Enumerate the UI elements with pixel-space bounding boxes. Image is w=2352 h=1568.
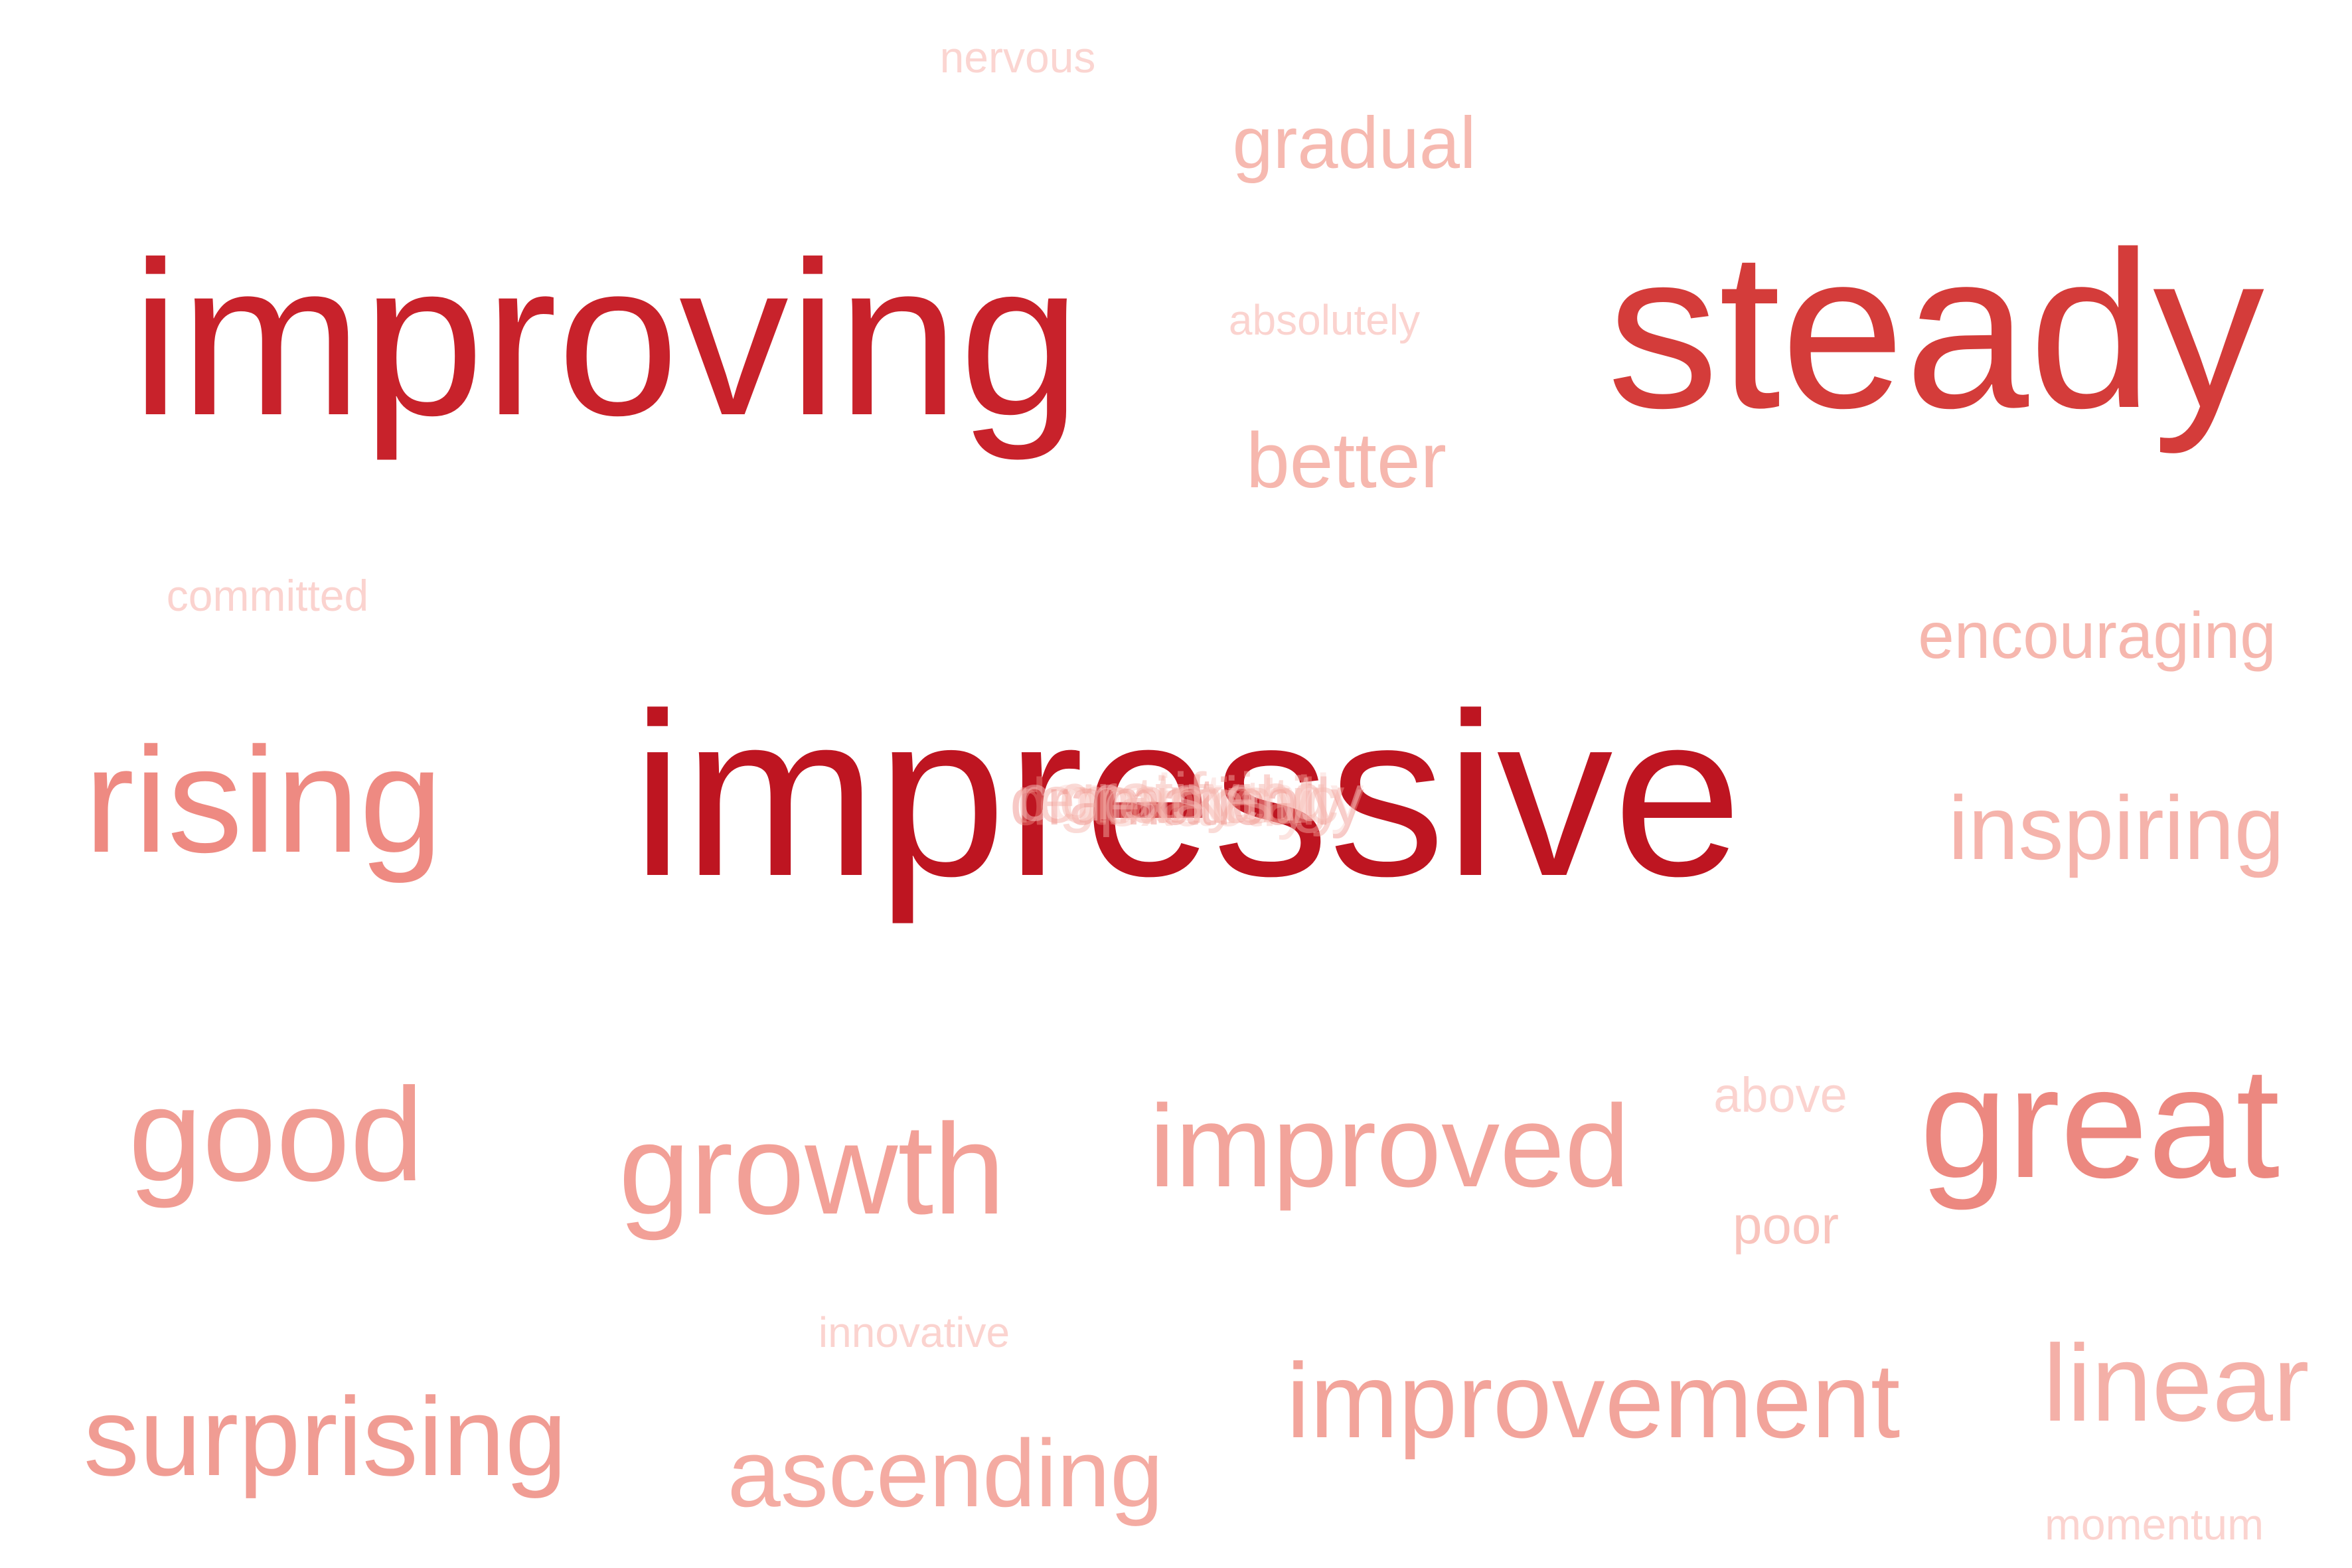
word-great: great (1919, 1035, 2280, 1211)
word-improving: improving (131, 216, 1081, 461)
word-nervous: nervous (939, 33, 1096, 82)
word-optimistic: optimistic (1061, 763, 1339, 838)
word-better: better (1246, 417, 1447, 505)
word-steady: steady (1607, 206, 2264, 455)
word-linear: linear (2043, 1322, 2310, 1444)
word-inspiring: inspiring (1948, 777, 2285, 878)
word-innovative: innovative (818, 1308, 1010, 1356)
word-improvement: improvement (1286, 1341, 1901, 1460)
word-consistently: consistently (1016, 761, 1364, 835)
word-growth: growth (618, 1097, 1006, 1241)
word-poor: poor (1732, 1196, 1840, 1255)
word-surprising: surprising (83, 1374, 568, 1499)
word-committed: committed (166, 571, 369, 620)
word-absolutely: absolutely (1228, 296, 1421, 344)
word-encouraging: encouraging (1918, 599, 2276, 672)
word-rising: rising (84, 716, 443, 884)
word-impressive: impressive (631, 665, 1743, 925)
overlapping-word-cluster: remarkably gratifying exactly dramatical… (961, 763, 1413, 836)
word-remarkably: remarkably (1016, 763, 1345, 837)
word-dramatically: dramatically (1010, 765, 1364, 839)
word-improved: improved (1149, 1081, 1630, 1212)
word-exactly: exactly (1103, 766, 1310, 840)
word-momentum: momentum (2044, 1500, 2264, 1549)
word-good: good (128, 1061, 424, 1209)
word-gratifying: gratifying (1059, 759, 1328, 834)
word-gradual: gradual (1232, 102, 1476, 184)
word-ascending: ascending (727, 1420, 1164, 1527)
word-above: above (1713, 1067, 1847, 1123)
